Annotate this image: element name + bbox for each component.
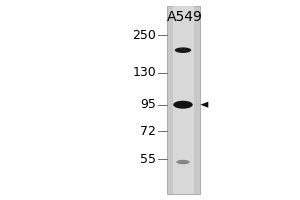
Ellipse shape: [173, 101, 193, 109]
Text: A549: A549: [167, 10, 203, 24]
Bar: [172, 6, 194, 194]
Ellipse shape: [175, 47, 191, 53]
Text: 250: 250: [132, 29, 156, 42]
Bar: [167, 6, 200, 194]
Polygon shape: [200, 102, 208, 108]
Ellipse shape: [176, 160, 190, 164]
Text: 72: 72: [140, 125, 156, 138]
Text: 130: 130: [132, 66, 156, 79]
Text: 95: 95: [140, 98, 156, 111]
Text: 55: 55: [140, 153, 156, 166]
